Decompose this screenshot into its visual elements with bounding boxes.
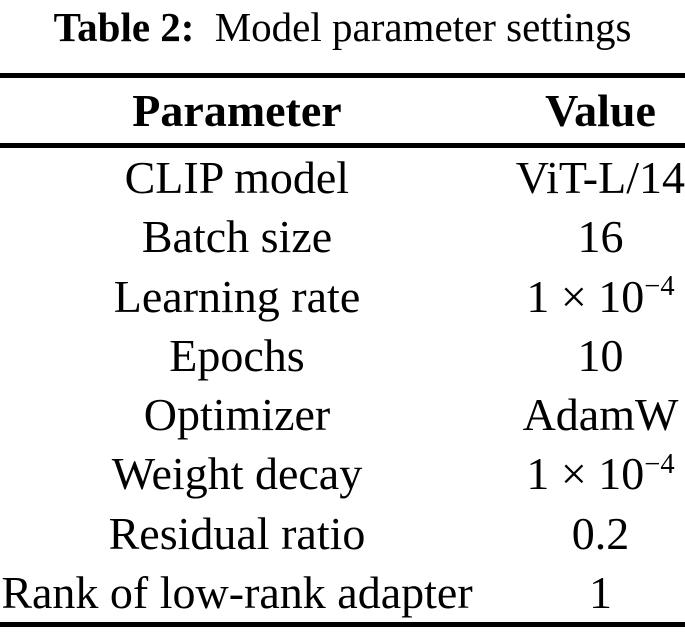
value-cell: 0.2 — [571, 507, 630, 559]
parameter-cell: CLIP model — [124, 152, 350, 204]
value-cell: ViT-L/14 — [515, 152, 685, 204]
table-caption-text: Model parameter settings — [214, 4, 632, 50]
top-rule — [0, 73, 685, 78]
header-value: Value — [545, 85, 656, 136]
value-cell: 1 — [589, 566, 612, 618]
table-row: Batch size 16 — [0, 207, 685, 266]
table-row: Learning rate 1 × 10−4 — [0, 267, 685, 326]
value-cell: AdamW — [522, 389, 679, 441]
value-cell: 1 × 10−4 — [526, 448, 675, 500]
bottom-rule — [0, 622, 685, 627]
table-header-row: Parameter Value — [0, 78, 685, 143]
table-row: Residual ratio 0.2 — [0, 504, 685, 563]
table-row: Epochs 10 — [0, 326, 685, 385]
parameter-cell: Learning rate — [113, 270, 361, 322]
parameter-cell: Batch size — [141, 211, 333, 263]
table-caption-label: Table 2: — [53, 4, 195, 50]
value-cell: 10 — [577, 329, 624, 381]
table-row: Rank of low-rank adapter 1 — [0, 563, 685, 622]
table-row: Weight decay 1 × 10−4 — [0, 444, 685, 503]
parameter-cell: Residual ratio — [108, 507, 366, 559]
table-row: Optimizer AdamW — [0, 385, 685, 444]
table-body: CLIP model ViT-L/14 Batch size 16 Learni… — [0, 148, 685, 622]
parameter-cell: Rank of low-rank adapter — [1, 566, 473, 618]
value-cell: 16 — [577, 211, 624, 263]
table-caption: Table 2: Model parameter settings — [0, 3, 685, 51]
header-parameter: Parameter — [132, 85, 342, 136]
parameter-cell: Epochs — [169, 329, 305, 381]
table-row: CLIP model ViT-L/14 — [0, 148, 685, 207]
parameter-cell: Weight decay — [111, 448, 363, 500]
value-cell: 1 × 10−4 — [526, 270, 675, 322]
header-rule — [0, 143, 685, 148]
parameter-cell: Optimizer — [143, 389, 331, 441]
